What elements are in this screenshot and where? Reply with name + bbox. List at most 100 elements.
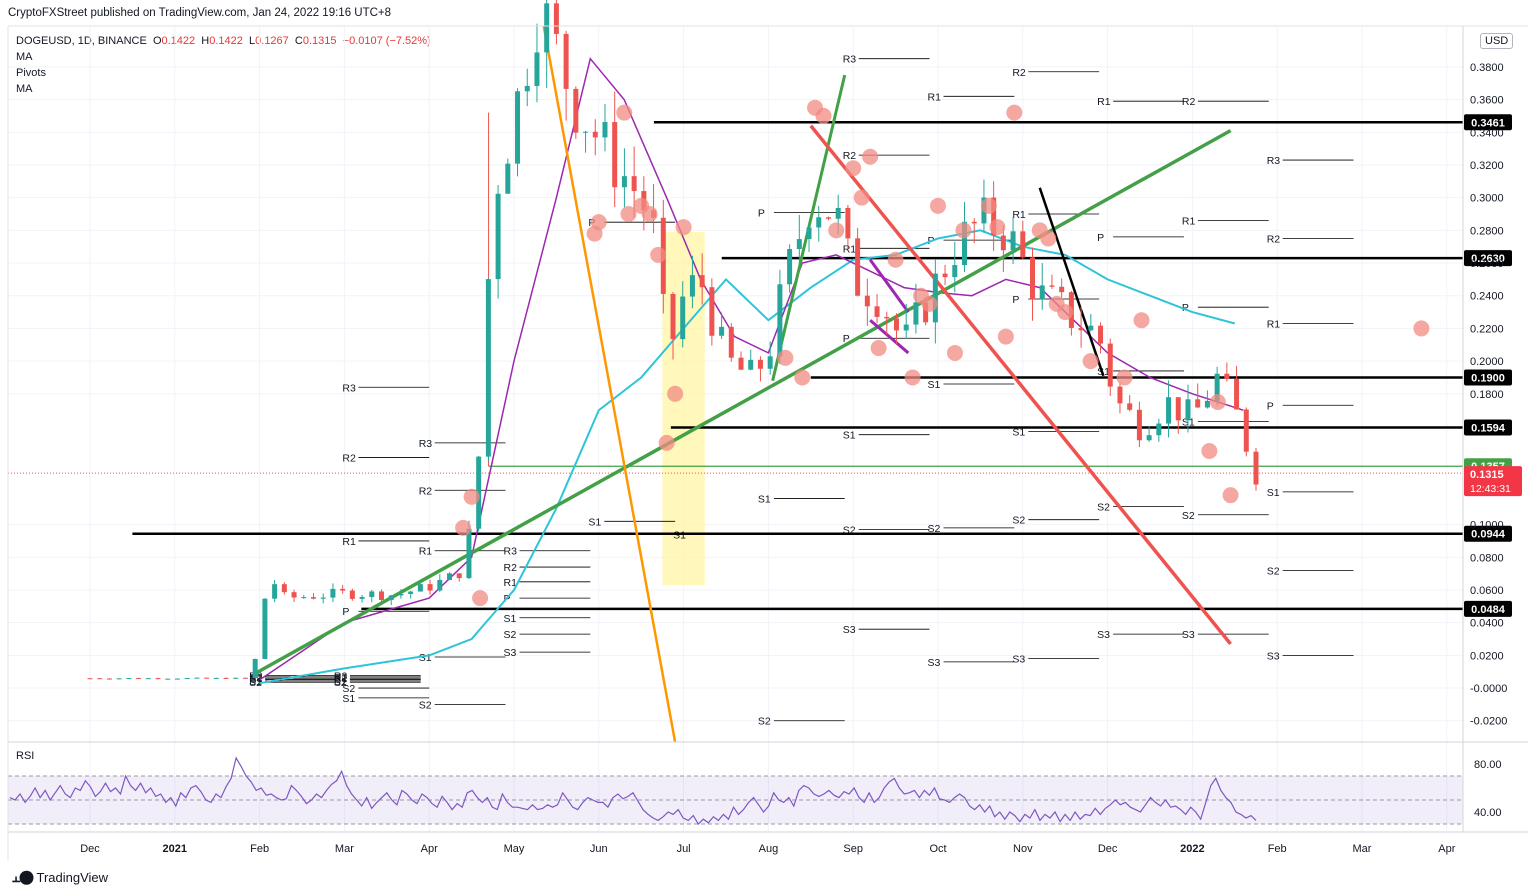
candle-body: [1185, 399, 1191, 421]
candle-body: [466, 528, 472, 579]
candle-body: [145, 678, 151, 680]
publisher-line: CryptoFXStreet published on TradingView.…: [8, 7, 392, 19]
candle-body: [1156, 423, 1162, 436]
candle-body: [495, 193, 501, 280]
currency-button[interactable]: USD: [1480, 33, 1514, 49]
candle-body: [777, 284, 783, 357]
touch-marker: [1222, 487, 1239, 504]
candle-body: [155, 678, 161, 680]
pivot-label: R2: [334, 672, 348, 684]
candle-body: [242, 677, 248, 679]
candle-body: [757, 359, 763, 369]
x-tick-label: Apr: [1438, 843, 1455, 855]
candle-body: [728, 326, 734, 358]
y-tick-label: 0.0400: [1470, 618, 1504, 630]
pivot-label: P: [1267, 400, 1274, 412]
candle-body: [1039, 285, 1045, 300]
pivot-label: P: [1012, 294, 1019, 306]
key-level-tag: [1464, 525, 1512, 542]
candle-body: [1059, 286, 1065, 293]
candle-body: [631, 176, 637, 192]
pivot-label: S3: [504, 647, 517, 659]
candle-body: [233, 677, 239, 679]
candle-body: [553, 3, 559, 34]
key-level-label: 0.0944: [1471, 529, 1506, 541]
x-tick-label: Aug: [759, 843, 779, 855]
touch-marker: [887, 251, 904, 268]
pivot-label: R3: [334, 671, 348, 683]
pivot-label: P: [843, 333, 850, 345]
y-tick-label: -0.0000: [1470, 683, 1507, 695]
key-level-label: 0.1594: [1471, 422, 1506, 434]
pivot-label: S1: [843, 430, 856, 442]
tradingview-brand[interactable]: ⫠⬤ TradingView: [12, 869, 108, 886]
pivot-label: S1: [334, 676, 347, 688]
touch-marker: [641, 205, 658, 222]
touch-marker: [921, 295, 938, 312]
pivot-label: S3: [1182, 629, 1195, 641]
candle-body: [602, 122, 608, 138]
candle-body: [505, 163, 511, 194]
candle-body: [417, 584, 423, 592]
legend-indicator-ma-1[interactable]: MA: [16, 51, 33, 63]
legend-open-value: 0.1422: [161, 35, 196, 47]
pivot-label: R2: [504, 562, 518, 574]
touch-marker: [1116, 369, 1133, 386]
y-tick-label: 0.1800: [1470, 389, 1504, 401]
x-tick-label: Apr: [421, 843, 438, 855]
pivot-label: S1: [504, 613, 517, 625]
candle-body: [408, 591, 414, 595]
candle-body: [476, 456, 482, 529]
legend-high-key: H: [201, 35, 210, 47]
x-tick-label: Dec: [1098, 843, 1118, 855]
rsi-tick-label: 40.00: [1474, 807, 1502, 819]
candle-body: [1214, 373, 1220, 401]
y-tick-label: 0.2200: [1470, 323, 1504, 335]
legend-indicator-ma-2[interactable]: MA: [16, 83, 33, 95]
candle-body: [1234, 379, 1240, 410]
candle-body: [398, 594, 404, 596]
purple-channel-upper: [868, 258, 910, 313]
rsi-title: RSI: [16, 750, 35, 762]
touch-marker: [472, 590, 489, 607]
pivot-label: S2: [419, 699, 432, 711]
touch-marker: [616, 104, 633, 121]
pivot-label: S3: [843, 624, 856, 636]
candle-body: [456, 573, 462, 579]
pivot-label: R1: [1012, 209, 1026, 221]
candle-body: [320, 597, 326, 599]
legend-indicator-pivots[interactable]: Pivots: [16, 67, 46, 79]
candle-body: [291, 592, 297, 598]
candle-body: [748, 359, 754, 370]
pivot-label: S1: [342, 693, 355, 705]
pivot-label: R1: [249, 673, 263, 685]
pivot-label: S2: [1267, 565, 1280, 577]
touch-marker: [658, 434, 675, 451]
legend-symbol[interactable]: DOGEUSD, 1D, BINANCE: [16, 35, 147, 47]
candle-body: [165, 678, 171, 680]
pivot-label: S2: [249, 677, 262, 689]
pivot-label: R1: [1267, 319, 1281, 331]
candle-body: [1088, 325, 1094, 331]
key-level-label: 0.3461: [1471, 117, 1505, 129]
last-price-label: 0.1315: [1470, 469, 1504, 481]
candle-body: [1224, 373, 1230, 380]
candle-body: [359, 597, 365, 599]
candle-body: [534, 52, 540, 86]
y-tick-label: 0.3200: [1470, 160, 1504, 172]
pivot-label: R2: [419, 485, 433, 497]
touch-marker: [1209, 393, 1226, 410]
x-tick-label: 2021: [163, 843, 187, 855]
x-tick-label: Mar: [1353, 843, 1372, 855]
pivot-label: S2: [928, 523, 941, 535]
touch-markers: [455, 99, 1430, 607]
touch-marker: [862, 148, 879, 165]
legend-high-value: 0.1422: [209, 35, 243, 47]
pivot-label: R1: [419, 546, 433, 558]
pivot-label: S1: [1012, 426, 1025, 438]
y-tick-label: 0.2000: [1470, 356, 1504, 368]
legend-low-value: 0.1267: [255, 35, 289, 47]
highlight-zone: [662, 231, 705, 586]
trend-lines: [254, 25, 1232, 743]
